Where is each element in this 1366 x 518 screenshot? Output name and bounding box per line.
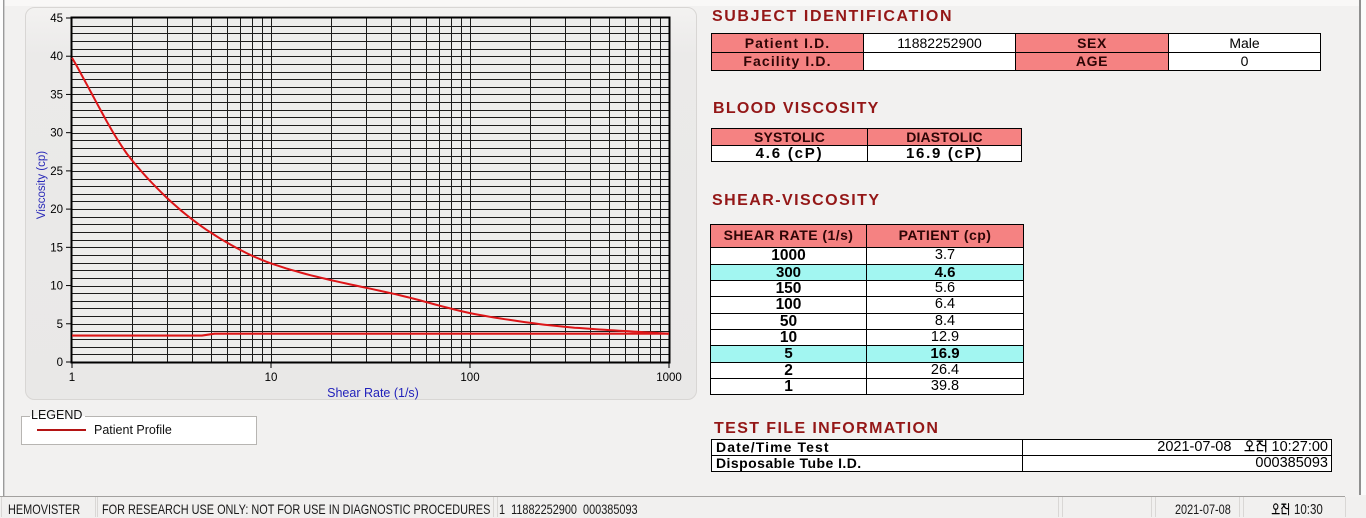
svg-text:1: 1 [69, 372, 75, 384]
svg-text:20: 20 [50, 204, 63, 216]
svg-text:15: 15 [50, 242, 63, 254]
svg-text:5: 5 [57, 319, 63, 331]
svg-text:30: 30 [50, 128, 63, 140]
svg-text:35: 35 [50, 89, 63, 101]
svg-text:40: 40 [50, 51, 63, 63]
svg-text:Viscosity (cp): Viscosity (cp) [36, 151, 48, 219]
svg-text:Shear Rate (1/s): Shear Rate (1/s) [327, 386, 419, 400]
svg-text:25: 25 [50, 166, 63, 178]
svg-text:10: 10 [265, 372, 278, 384]
svg-text:0: 0 [57, 357, 63, 369]
svg-text:100: 100 [460, 372, 479, 384]
svg-text:1000: 1000 [656, 372, 682, 384]
svg-text:45: 45 [50, 13, 63, 25]
svg-text:10: 10 [50, 281, 63, 293]
